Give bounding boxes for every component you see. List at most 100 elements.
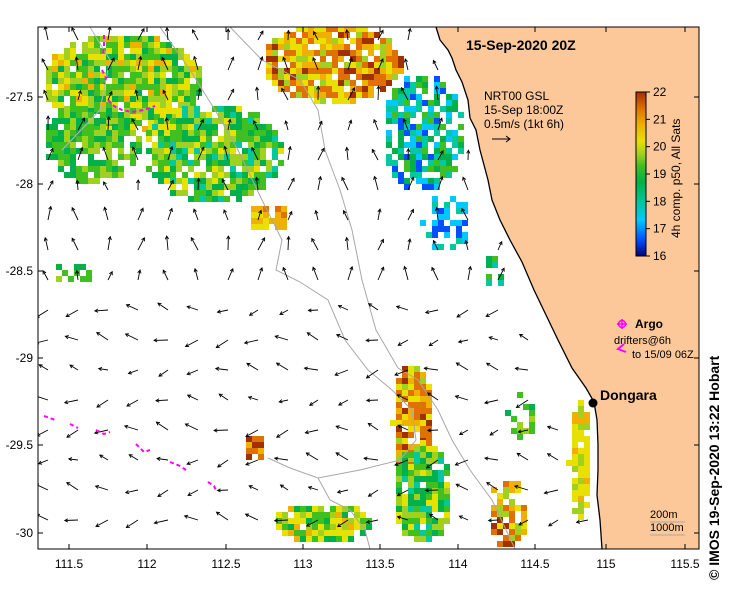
- current-arrow: [518, 519, 529, 526]
- sst-pixel: [52, 60, 58, 66]
- sst-pixel: [503, 487, 509, 493]
- sst-pixel: [118, 66, 124, 72]
- sst-pixel: [166, 120, 172, 126]
- sst-pixel: [206, 148, 212, 154]
- current-arrow: [224, 146, 229, 161]
- sst-pixel: [158, 130, 164, 136]
- sst-pixel: [254, 118, 260, 124]
- sst-pixel: [58, 136, 64, 142]
- sst-pixel: [88, 42, 94, 48]
- sst-pixel: [58, 78, 64, 84]
- sst-pixel: [408, 524, 414, 530]
- sst-pixel: [458, 142, 464, 148]
- sst-pixel: [414, 512, 420, 518]
- sst-pixel: [154, 60, 160, 66]
- sst-pixel: [509, 517, 515, 523]
- current-arrow-head: [278, 399, 283, 404]
- current-arrow-head: [108, 90, 113, 96]
- sst-pixel: [64, 54, 70, 60]
- sst-pixel: [158, 142, 164, 148]
- sst-pixel: [290, 38, 296, 44]
- sst-pixel: [182, 172, 188, 178]
- sst-pixel: [348, 536, 354, 542]
- current-arrow: [256, 87, 259, 101]
- current-arrow: [71, 207, 79, 221]
- sst-pixel: [160, 54, 166, 60]
- current-arrow: [77, 147, 83, 161]
- sst-pixel: [332, 80, 338, 86]
- sst-pixel: [410, 82, 416, 88]
- current-arrow: [186, 459, 199, 465]
- sst-pixel: [380, 68, 386, 74]
- sst-pixel: [392, 74, 398, 80]
- sst-pixel: [584, 472, 590, 478]
- sst-pixel: [368, 32, 374, 38]
- sst-pixel: [254, 112, 260, 118]
- sst-pixel: [356, 38, 362, 44]
- current-arrow-head: [575, 519, 581, 524]
- sst-pixel: [416, 148, 422, 154]
- sst-pixel: [438, 524, 444, 530]
- current-arrow: [187, 306, 199, 311]
- sst-pixel: [178, 66, 184, 72]
- sst-pixel: [414, 524, 420, 530]
- sst-pixel: [152, 142, 158, 148]
- sst-pixel: [166, 60, 172, 66]
- current-arrow: [44, 27, 49, 41]
- colorbar-tick-label: 17: [653, 222, 667, 236]
- sst-pixel: [194, 154, 200, 160]
- sst-pixel: [70, 124, 76, 130]
- sst-pixel: [426, 536, 432, 542]
- current-arrow: [317, 148, 325, 161]
- sst-pixel: [356, 44, 362, 50]
- sst-pixel: [404, 160, 410, 166]
- current-arrow: [104, 207, 109, 221]
- current-arrow-head: [309, 401, 314, 406]
- sst-pixel: [426, 506, 432, 512]
- sst-pixel: [212, 166, 218, 172]
- sst-pixel: [306, 512, 312, 518]
- x-tick-label: 113: [293, 557, 312, 571]
- sst-pixel: [344, 80, 350, 86]
- current-arrow-head: [226, 28, 231, 33]
- current-arrow: [158, 369, 169, 377]
- sst-pixel: [94, 118, 100, 124]
- sst-pixel: [196, 72, 202, 78]
- sst-pixel: [308, 80, 314, 86]
- current-arrow-head: [157, 493, 162, 498]
- current-arrow: [456, 362, 469, 371]
- current-arrow-head: [458, 515, 463, 520]
- sst-pixel: [314, 50, 320, 56]
- sst-pixel: [572, 430, 578, 436]
- sst-pixel: [94, 42, 100, 48]
- sst-pixel: [432, 482, 438, 488]
- sst-pixel: [396, 426, 402, 432]
- current-arrow-head: [363, 456, 368, 461]
- sst-pixel: [236, 142, 242, 148]
- current-arrow: [366, 369, 379, 379]
- sst-pixel: [302, 56, 308, 62]
- sst-pixel: [374, 32, 380, 38]
- current-arrow: [346, 237, 349, 251]
- sst-pixel: [248, 136, 254, 142]
- sst-pixel: [58, 108, 64, 114]
- sst-pixel: [112, 42, 118, 48]
- sst-pixel: [491, 505, 497, 511]
- sst-pixel: [64, 90, 70, 96]
- current-arrow: [368, 303, 379, 311]
- sst-pixel: [386, 112, 392, 118]
- sst-pixel: [330, 512, 336, 518]
- x-tick-label: 115: [596, 557, 615, 571]
- current-arrow: [126, 399, 139, 407]
- current-arrow: [96, 332, 109, 341]
- sst-pixel: [414, 488, 420, 494]
- current-arrow: [347, 120, 352, 131]
- current-arrow-head: [282, 266, 287, 272]
- current-arrow-head: [403, 58, 408, 63]
- sst-pixel: [396, 506, 402, 512]
- sst-pixel: [420, 500, 426, 506]
- current-arrow: [576, 519, 589, 523]
- current-arrow: [308, 309, 319, 311]
- sst-pixel: [290, 80, 296, 86]
- sst-pixel: [275, 206, 281, 212]
